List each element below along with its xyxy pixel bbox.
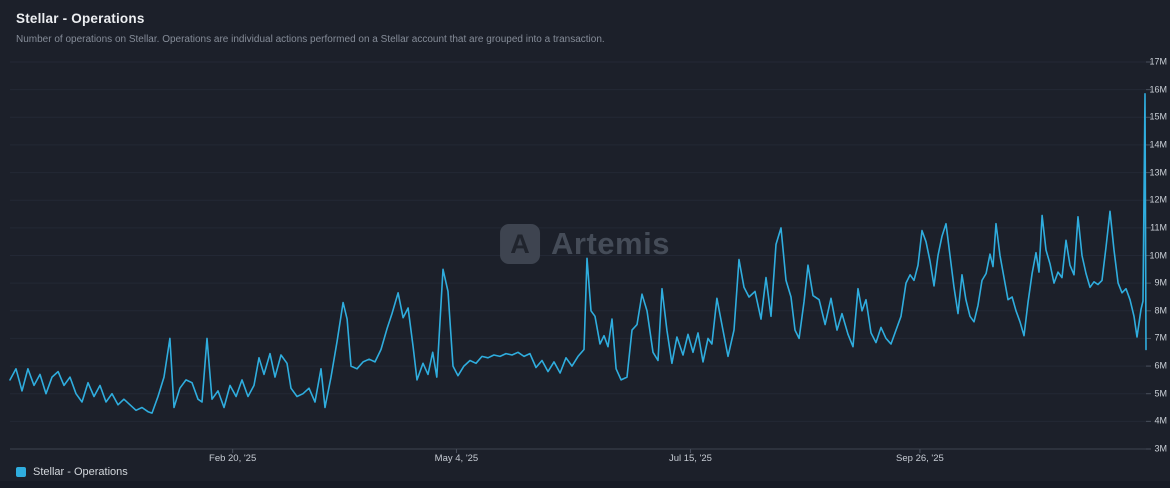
y-axis-label: 8M — [1154, 305, 1167, 316]
series-line[interactable] — [9, 93, 1147, 414]
legend-label: Stellar - Operations — [33, 466, 128, 478]
y-axis-label: 10M — [1149, 250, 1167, 260]
artemis-watermark: A Artemis — [500, 224, 670, 264]
x-axis-label: Jul 15, '25 — [668, 453, 712, 464]
legend-item-stellar-operations[interactable]: Stellar - Operations — [16, 466, 128, 478]
y-axis-label: 12M — [1149, 194, 1167, 205]
x-axis-label: Feb 20, '25 — [209, 453, 257, 464]
y-axis-label: 13M — [1149, 167, 1167, 178]
y-axis-label: 7M — [1154, 332, 1167, 343]
artemis-watermark-text: Artemis — [551, 226, 670, 261]
y-axis-label: 6M — [1154, 360, 1167, 371]
y-axis-label: 5M — [1154, 388, 1167, 399]
page-title: Stellar - Operations — [16, 11, 145, 26]
chart-description: Number of operations on Stellar. Operati… — [16, 34, 605, 45]
x-axis-label: May 4, '25 — [434, 453, 479, 464]
y-axis-label: 16M — [1149, 84, 1167, 95]
y-axis-label: 14M — [1149, 139, 1167, 150]
y-axis-label: 9M — [1154, 277, 1167, 288]
y-axis-label: 15M — [1149, 111, 1167, 122]
y-axis-label: 11M — [1150, 222, 1167, 233]
y-axis-label: 17M — [1149, 56, 1167, 67]
x-axis-label: Sep 26, '25 — [896, 453, 944, 464]
y-axis-label: 4M — [1154, 415, 1167, 426]
card-bottom-edge — [0, 481, 1170, 488]
artemis-logo-icon: A — [500, 224, 541, 264]
legend-swatch-icon — [16, 467, 26, 477]
y-axis-label: 3M — [1154, 443, 1167, 454]
